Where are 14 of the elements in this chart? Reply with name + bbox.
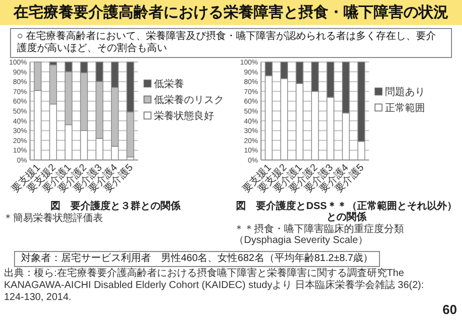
- legend-label: 問題あり: [385, 87, 425, 98]
- source-note: 出典：榎ら:在宅療養要介護高齢者における摂食嚥下障害と栄養障害に関する調査研究The KANAGAWA-AICHI Disabled Elderly Cohort (KAIDEC) studyより 日本臨床栄養学会雑誌 36(2): 124-130, 2014.: [4, 268, 425, 304]
- text: 60: [442, 302, 457, 317]
- text: ＊＊摂食・嚥下障害臨床的重症度分類（Dysphagia Severity Scale）: [234, 224, 405, 246]
- text: ＊簡易栄養状態評価表: [3, 213, 104, 224]
- text: 在宅療養要介護高齢者における栄養障害と摂食・嚥下障害の状況: [0, 0, 462, 25]
- legend-label: 低栄養: [154, 78, 184, 90]
- text: 対象者：居宅サービス利用者 男性460名、女性682名（平均年齢81.2±8.7歳）: [14, 251, 380, 267]
- text: 栄養状態良好: [154, 110, 214, 122]
- text: 図 要介護度とDSS＊＊（正常範囲とそれ以外）との関係: [235, 201, 458, 223]
- text: 図 要介護度と３群との関係: [50, 201, 182, 212]
- text: 正常範囲: [385, 102, 425, 114]
- legend-label: 低栄養のリスク: [154, 94, 224, 106]
- text: ○ 在宅療養高齢者において、栄養障害及び摂食・嚥下障害が認められる者は多く存在し、要介護度が高いほど、その割合も高い: [10, 28, 452, 58]
